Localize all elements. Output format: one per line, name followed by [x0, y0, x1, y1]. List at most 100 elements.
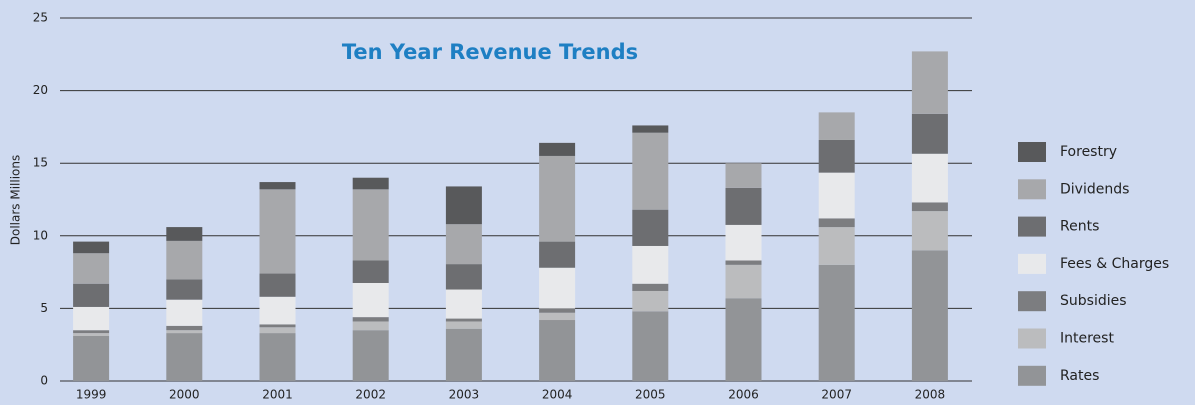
bar-segment [166, 330, 203, 334]
legend-label: Interest [1060, 331, 1114, 347]
bar-segment [725, 163, 762, 188]
y-tick-label: 20 [33, 83, 48, 97]
bar-segment [632, 283, 669, 291]
legend-swatch [1018, 291, 1046, 312]
bar-segment [725, 298, 762, 381]
legend-label: Dividends [1060, 181, 1129, 197]
x-tick-label: 2005 [635, 388, 666, 402]
x-tick-label: 2002 [355, 388, 386, 402]
bar-segment [725, 224, 762, 261]
y-tick-label: 25 [33, 11, 48, 25]
bar-segment [259, 273, 296, 297]
bar-segment [73, 333, 110, 336]
bar-segment [166, 279, 203, 300]
bar-segment [73, 241, 110, 254]
x-tick-label: 2007 [821, 388, 852, 402]
bar-segment [166, 299, 203, 326]
legend-swatch [1018, 216, 1046, 237]
bar-segment [818, 172, 855, 219]
bar-segment [539, 155, 576, 242]
bar-segment [352, 321, 389, 331]
bar-segment [166, 333, 203, 381]
bar-segment [259, 324, 296, 328]
bar-segment [352, 177, 389, 190]
bar-segment [725, 260, 762, 265]
bar-segment [539, 312, 576, 321]
bar-segment [73, 253, 110, 284]
bar-segment [445, 321, 482, 329]
bar-segment [725, 264, 762, 299]
y-tick-label: 10 [33, 228, 48, 242]
x-tick-label: 1999 [76, 388, 107, 402]
bar-segment [632, 209, 669, 246]
y-tick-label: 5 [40, 301, 48, 315]
bar-segment [632, 311, 669, 381]
y-axis-label: Dollars Millions [9, 155, 23, 246]
bar-segment [352, 317, 389, 322]
bar-segment [911, 211, 948, 251]
bar-segment [73, 283, 110, 307]
y-tick-label: 15 [33, 156, 48, 170]
bar-segment [632, 125, 669, 133]
bar-segment [445, 318, 482, 322]
bar-segment [352, 330, 389, 381]
bar-segment [911, 113, 948, 154]
bar-segment [818, 227, 855, 265]
bar-segment [445, 289, 482, 319]
bar-segment [539, 142, 576, 156]
x-tick-label: 2003 [449, 388, 480, 402]
bar-segment [166, 240, 203, 280]
x-tick-label: 2004 [542, 388, 573, 402]
bar-segment [911, 153, 948, 203]
bar-segment [73, 330, 110, 334]
y-tick-label: 0 [40, 374, 48, 388]
bar-segment [539, 267, 576, 309]
bar-segment [259, 327, 296, 334]
legend-label: Rates [1060, 368, 1099, 384]
bar-segment [259, 296, 296, 325]
bar-segment [632, 290, 669, 312]
legend-swatch [1018, 365, 1046, 386]
bar-segment [445, 186, 482, 225]
legend-label: Fees & Charges [1060, 256, 1169, 272]
legend-swatch [1018, 142, 1046, 162]
bar-segment [445, 264, 482, 290]
bar-segment [259, 333, 296, 381]
bar-segment [911, 250, 948, 381]
bar-segment [818, 139, 855, 173]
bar-segment [911, 202, 948, 212]
bar-segment [632, 132, 669, 210]
legend-swatch [1018, 179, 1046, 200]
legend-label: Forestry [1060, 144, 1117, 160]
legend-swatch [1018, 328, 1046, 349]
bar-segment [725, 187, 762, 225]
x-tick-label: 2006 [728, 388, 759, 402]
bar-segment [818, 112, 855, 140]
bar-segment [166, 325, 203, 331]
bar-segment [818, 264, 855, 381]
bar-segment [539, 320, 576, 381]
legend-label: Subsidies [1060, 293, 1127, 309]
bar-segment [259, 182, 296, 190]
bar-segment [539, 308, 576, 313]
bar-segment [73, 306, 110, 331]
bar-segment [73, 335, 110, 381]
chart-title: Ten Year Revenue Trends [342, 40, 638, 64]
legend-label: Rents [1060, 219, 1099, 235]
bar-segment [818, 218, 855, 228]
bar-segment [632, 245, 669, 284]
bar-segment [911, 51, 948, 114]
x-tick-label: 2000 [169, 388, 200, 402]
bar-segment [166, 227, 203, 241]
legend-swatch [1018, 253, 1046, 274]
bar-segment [539, 241, 576, 268]
bar-segment [259, 189, 296, 274]
bar-segment [352, 282, 389, 318]
x-tick-label: 2001 [262, 388, 293, 402]
bar-segment [352, 189, 389, 261]
bar-segment [352, 260, 389, 283]
bar-segment [445, 328, 482, 381]
bar-segment [445, 224, 482, 265]
x-tick-label: 2008 [915, 388, 946, 402]
